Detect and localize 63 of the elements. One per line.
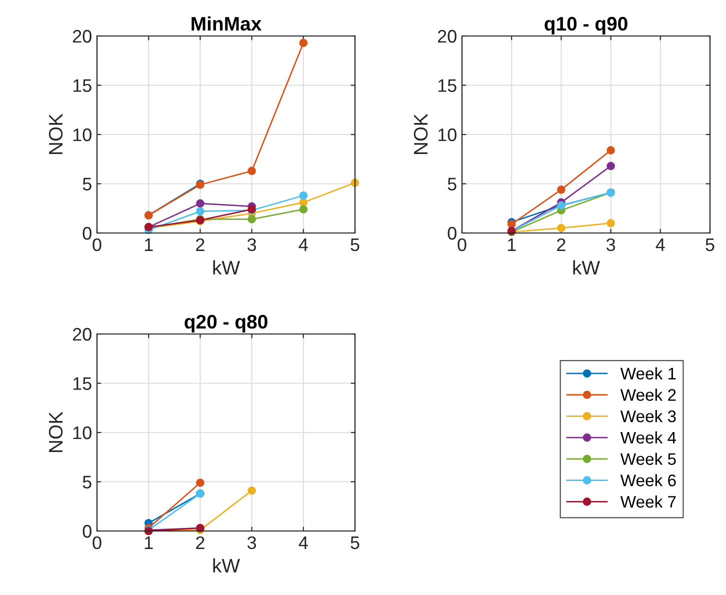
point [606, 218, 615, 228]
x-tick-label: 3 [247, 536, 256, 550]
point [248, 166, 256, 176]
y-tick-label: 10 [73, 426, 92, 440]
y-tick-label: 0 [448, 226, 456, 240]
x-tick-label: 0 [458, 238, 466, 252]
chart-title: q20 - q80 [184, 314, 268, 332]
point [557, 185, 566, 194]
x-tick-label: 2 [196, 536, 204, 549]
legend-label: Week 7 [620, 495, 676, 508]
chart-title: MinMax [192, 16, 262, 31]
y-tick-label: 15 [438, 79, 456, 92]
point [299, 191, 308, 200]
legend-label: Week 2 [620, 388, 676, 401]
x-axis-title: kW [573, 260, 600, 274]
y-tick-label: 20 [72, 328, 92, 341]
x-tick-label: 4 [298, 238, 308, 251]
y-axis-title: NOK [414, 114, 428, 154]
legend-label: Week 1 [620, 367, 676, 380]
y-tick-label: 5 [448, 178, 456, 190]
y-tick-label: 0 [82, 524, 92, 538]
point [557, 224, 566, 232]
x-axis-title: kW [213, 558, 240, 572]
x-tick-label: 0 [92, 536, 102, 550]
legend-label: Week 4 [620, 431, 676, 444]
x-tick-label: 2 [196, 238, 204, 251]
point [196, 199, 204, 208]
legend-label: Week 5 [620, 452, 676, 465]
point [606, 162, 615, 170]
point [606, 146, 615, 154]
y-tick-label: 10 [438, 128, 456, 142]
point [248, 215, 256, 224]
y-axis-title: NOK [48, 114, 63, 154]
y-tick-label: 5 [82, 178, 92, 190]
point [196, 207, 204, 216]
legend-label: Week 3 [620, 410, 676, 422]
x-tick-label: 3 [606, 238, 616, 252]
y-axis-title: NOK [48, 412, 63, 452]
chart-title: q10 - q90 [544, 16, 628, 34]
x-tick-label: 4 [298, 536, 308, 549]
x-tick-label: 5 [350, 536, 360, 550]
y-tick-label: 10 [73, 128, 92, 142]
y-tick-label: 5 [82, 476, 92, 488]
legend-label: Week 6 [620, 474, 676, 486]
x-tick-label: 0 [92, 238, 102, 252]
x-tick-label: 4 [656, 238, 665, 251]
y-tick-label: 20 [438, 30, 456, 43]
x-tick-label: 5 [706, 238, 714, 252]
x-axis-title: kW [213, 260, 240, 274]
point [299, 38, 308, 48]
y-tick-label: 20 [72, 30, 92, 43]
x-tick-label: 3 [247, 238, 256, 252]
y-tick-label: 15 [73, 377, 92, 390]
point [299, 205, 308, 214]
y-tick-label: 15 [73, 79, 92, 92]
x-tick-label: 1 [508, 238, 516, 251]
x-tick-label: 1 [144, 536, 153, 549]
x-tick-label: 2 [557, 238, 566, 251]
y-tick-label: 0 [82, 226, 92, 240]
x-tick-label: 1 [144, 238, 153, 251]
point [196, 478, 204, 487]
point [248, 486, 256, 495]
x-tick-label: 5 [350, 238, 360, 252]
